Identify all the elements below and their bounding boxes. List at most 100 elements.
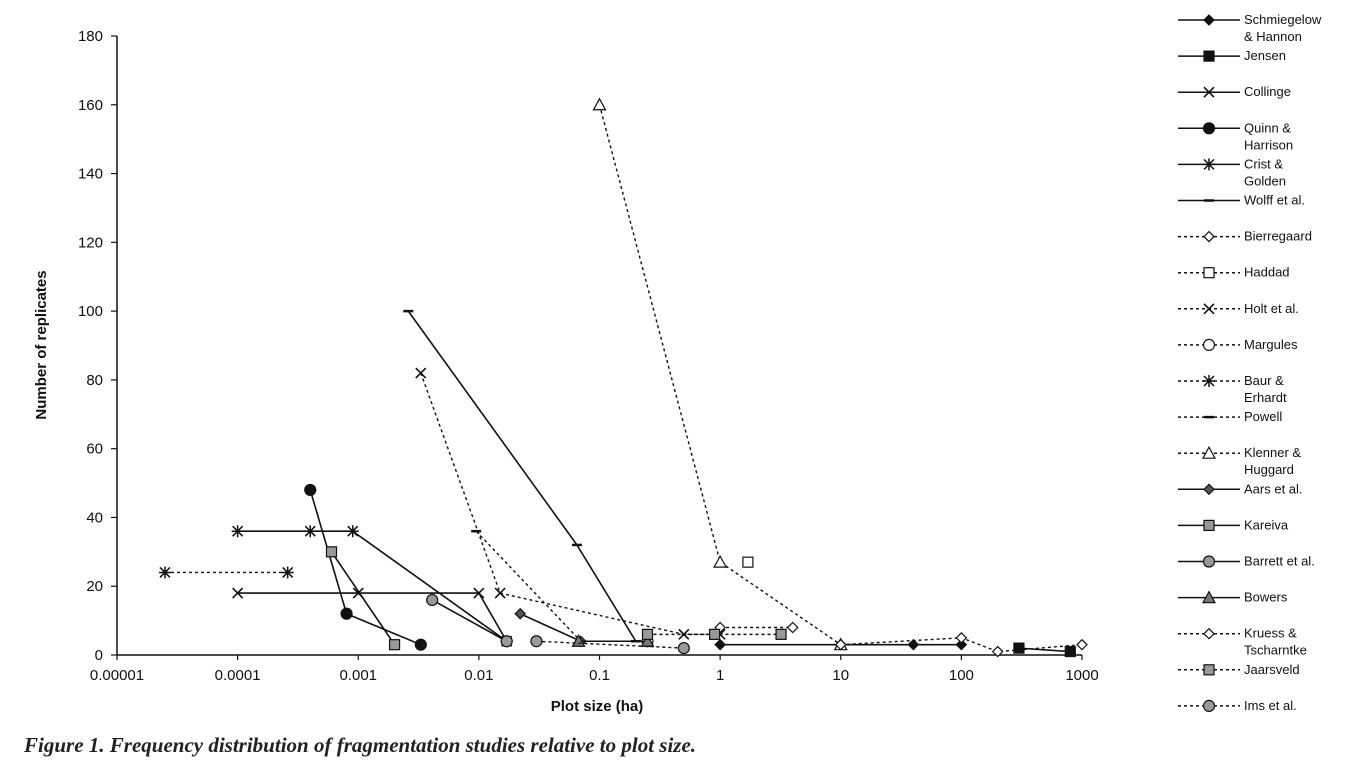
data-point-crist-and-golden (231, 525, 244, 538)
series-kruess-and-tscharntke (834, 631, 1088, 658)
data-point-kruess-and-tscharntke (1076, 638, 1088, 651)
y-tick-label: 160 (78, 97, 103, 114)
legend-marker-quinn-and-harrison (1202, 122, 1216, 135)
y-tick-label: 60 (86, 441, 103, 458)
data-point-jensen (1013, 642, 1025, 654)
data-point-schmiegelow-and-hannon (907, 638, 920, 651)
data-point-haddad (742, 556, 754, 568)
legend-entry-quinn-and-harrison: Quinn & Harrison (1178, 120, 1293, 152)
legend-marker-schmiegelow-and-hannon (1203, 14, 1215, 26)
legend-label: Harrison (1244, 137, 1293, 152)
series-line-wolff-et-al (407, 310, 637, 642)
data-point-ims-et-al (677, 642, 690, 655)
legend-label: & Hannon (1244, 29, 1302, 44)
fragmentation-chart: 0.00001 0.0001 0.001 0.01 0.1 1 10 100 1000 0 20 4… (33, 12, 1322, 715)
legend-label: Haddad (1244, 265, 1290, 280)
data-point-klenner-and-huggard (592, 97, 607, 111)
legend-marker-kareiva (1203, 519, 1215, 532)
legend-entry-baur-and-erhardt: Baur & Erhardt (1178, 373, 1287, 405)
plot-area (159, 97, 1088, 658)
legend-label: Ims et al. (1244, 698, 1297, 713)
x-tick-labels: 0.00001 0.0001 0.001 0.01 0.1 1 10 100 1000 (90, 667, 1099, 684)
data-point-holt-et-al (494, 587, 506, 599)
legend: Schmiegelow & Hannon Jensen Collinge Quinn &… (1178, 12, 1322, 713)
legend-marker-jaarsveld (1203, 664, 1215, 676)
series-klenner-and-huggard (592, 97, 848, 651)
data-point-schmiegelow-and-hannon (714, 638, 726, 651)
figure-caption: Figure 1. Frequency distribution of frag… (24, 733, 697, 757)
legend-entry-wolff-et-al: Wolff et al. (1178, 193, 1305, 208)
legend-entry-margules: Margules (1178, 337, 1298, 352)
series-line-kareiva (330, 551, 396, 646)
legend-entry-bierregaard: Bierregaard (1178, 229, 1312, 244)
legend-label: Crist & (1244, 156, 1283, 171)
legend-marker-aars-et-al (1203, 483, 1215, 496)
legend-label: Collinge (1244, 84, 1291, 99)
series-quinn-and-harrison (304, 483, 427, 651)
data-point-jaarsveld (775, 628, 787, 640)
legend-label: Schmiegelow (1244, 12, 1322, 27)
legend-label: Kareiva (1244, 517, 1289, 532)
data-point-bierregaard (786, 621, 799, 634)
data-point-crist-and-golden (304, 525, 317, 538)
data-point-jaarsveld (709, 628, 721, 640)
data-point-baur-and-erhardt (159, 566, 172, 579)
legend-marker-baur-and-erhardt (1203, 375, 1215, 387)
data-point-collinge (232, 587, 244, 599)
legend-label: Tscharntke (1244, 643, 1307, 658)
series-line-collinge (237, 592, 508, 642)
legend-marker-holt-et-al (1203, 303, 1215, 315)
y-tick-label: 0 (95, 647, 103, 664)
data-point-quinn-and-harrison (304, 483, 317, 497)
series-collinge (232, 587, 513, 647)
series-line-jensen (1018, 647, 1071, 653)
legend-entry-haddad: Haddad (1178, 265, 1290, 280)
legend-marker-klenner-and-huggard (1201, 445, 1217, 459)
legend-label: Powell (1244, 409, 1282, 424)
legend-label: Quinn & (1244, 120, 1291, 135)
data-point-schmiegelow-and-hannon (955, 638, 968, 651)
legend-label: Bierregaard (1244, 229, 1312, 244)
legend-entry-ims-et-al: Ims et al. (1178, 698, 1297, 713)
series-line-powell (475, 530, 582, 642)
legend-label: Huggard (1244, 462, 1294, 477)
series-line-crist-and-golden (237, 530, 508, 642)
data-point-kareiva (388, 639, 401, 651)
series-jaarsveld (641, 628, 787, 640)
legend-entry-barrett-et-al: Barrett et al. (1178, 554, 1315, 569)
legend-entry-aars-et-al: Aars et al. (1178, 481, 1303, 496)
y-tick-label: 120 (78, 234, 103, 251)
legend-marker-ims-et-al (1202, 699, 1216, 713)
series-line-holt-et-al (420, 372, 721, 636)
series-baur-and-erhardt (159, 566, 294, 579)
y-tick-label: 180 (78, 28, 103, 45)
legend-marker-collinge (1203, 86, 1215, 98)
legend-entry-kareiva: Kareiva (1178, 517, 1289, 532)
data-point-barrett-et-al (426, 593, 439, 607)
series-crist-and-golden (231, 525, 513, 648)
legend-entry-holt-et-al: Holt et al. (1178, 301, 1299, 316)
x-tick-label: 0.00001 (90, 667, 144, 684)
legend-marker-haddad (1203, 267, 1215, 279)
legend-entry-klenner-and-huggard: Klenner & Huggard (1178, 445, 1301, 477)
series-line-kruess-and-tscharntke (840, 637, 1083, 653)
legend-marker-jensen (1203, 50, 1215, 62)
data-point-aars-et-al (514, 607, 527, 620)
legend-entry-kruess-and-tscharntke: Kruess & Tscharntke (1178, 626, 1307, 658)
x-tick-label: 1 (716, 667, 724, 684)
legend-marker-bowers (1201, 590, 1217, 604)
series-line-klenner-and-huggard (598, 104, 842, 646)
data-point-kruess-and-tscharntke (991, 645, 1004, 658)
series-jensen (1013, 642, 1076, 658)
legend-label: Margules (1244, 337, 1298, 352)
y-tick-label: 100 (78, 303, 103, 320)
legend-label: Holt et al. (1244, 301, 1299, 316)
legend-entry-powell: Powell (1178, 409, 1282, 424)
data-point-bowers (571, 633, 586, 647)
legend-marker-barrett-et-al (1202, 555, 1216, 568)
legend-label: Golden (1244, 173, 1286, 188)
data-point-quinn-and-harrison (340, 607, 353, 620)
x-axis-label: Plot size (ha) (551, 698, 644, 715)
legend-label: Kruess & (1244, 626, 1297, 641)
data-point-jensen (1064, 645, 1076, 658)
